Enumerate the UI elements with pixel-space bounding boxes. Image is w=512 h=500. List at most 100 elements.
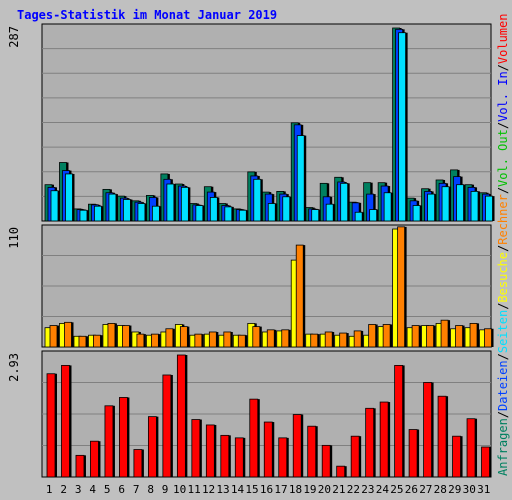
bar-rechner-day-27 [426,325,434,348]
bar-rechner-day-7 [136,333,145,348]
panel-bottom-ymax-label: 2.93 [7,353,21,382]
bar-rechner-day-11 [194,333,203,348]
bar-rechner-day-5 [107,322,116,348]
bar-seiten-day-15 [253,178,262,222]
bar-rechner-day-25 [397,226,406,348]
x-axis-labels: 1 2 3 4 5 6 7 8 9 10 11 12 13 14 15 16 17 18 19 20 21 22 23 24 2… [46,483,490,496]
panel-bottom: 2.93 [7,350,492,478]
bar-seiten-day-4 [94,205,102,222]
right-legend: Anfragen/Dateien/Seiten/Besuche/Rechner/… [496,14,510,476]
bar-rechner-day-23 [368,324,377,348]
bar-volumen-day-15 [249,398,259,478]
bar-seiten-day-31 [485,195,493,222]
bar-volumen-day-27 [423,382,432,478]
bar-rechner-day-15 [252,326,261,348]
bar-volumen-day-24 [379,401,389,478]
x-tick-label-30: 30 [463,483,476,496]
x-tick-label-18: 18 [289,483,302,496]
bar-seiten-day-7 [137,203,146,222]
bar-volumen-day-12 [205,424,215,478]
bar-volumen-day-3 [75,454,85,478]
x-tick-label-1: 1 [46,483,53,496]
bar-volumen-day-14 [234,437,244,478]
bar-seiten-day-16 [267,203,276,222]
legend-text: Anfragen/Dateien/Seiten/Besuche/Rechner/… [496,14,510,476]
panel-top-ymax-label: 287 [7,26,21,48]
bar-rechner-day-6 [122,325,130,348]
legend-item-dateien: Dateien [496,360,510,411]
x-tick-label-14: 14 [231,483,245,496]
bar-rechner-day-18 [295,244,304,348]
x-tick-label-2: 2 [60,483,67,496]
bar-volumen-day-21 [336,465,346,478]
bar-rechner-day-26 [411,325,420,348]
bar-volumen-day-30 [466,418,476,478]
bar-seiten-day-29 [456,184,464,222]
bar-volumen-day-2 [61,365,70,478]
bar-rechner-day-4 [93,334,101,348]
bar-rechner-day-14 [237,334,246,348]
bar-rechner-day-19 [310,333,319,348]
x-tick-label-25: 25 [390,483,403,496]
bar-seiten-day-8 [151,205,160,222]
x-tick-label-6: 6 [118,483,125,496]
bar-rechner-day-17 [281,329,290,348]
bar-rechner-day-3 [78,335,87,348]
bar-rechner-day-30 [469,322,478,348]
x-tick-label-10: 10 [173,483,186,496]
series-rechner [49,226,494,348]
legend-item-separator: / [496,187,510,194]
bar-volumen-day-17 [278,437,288,478]
x-tick-label-5: 5 [104,483,111,496]
bar-seiten-day-12 [209,197,218,222]
bar-rechner-day-31 [484,328,492,348]
bar-rechner-day-22 [353,330,362,348]
bar-volumen-day-11 [191,419,201,478]
x-tick-label-17: 17 [274,483,287,496]
bar-rechner-day-20 [324,331,333,348]
x-tick-label-31: 31 [477,483,490,496]
bar-volumen-day-9 [162,374,172,478]
series-seiten [50,32,495,222]
bar-volumen-day-6 [119,397,128,478]
bar-volumen-day-26 [408,429,418,478]
bar-seiten-day-9 [166,183,175,222]
x-tick-label-29: 29 [448,483,461,496]
legend-item-vol-in: Vol. In [496,71,510,122]
series-volumen [46,354,492,478]
bar-volumen-day-23 [365,407,375,478]
bar-seiten-day-21 [340,182,349,222]
legend-item-anfragen: Anfragen [496,418,510,476]
x-tick-label-13: 13 [216,483,229,496]
bar-seiten-day-28 [441,186,450,222]
bar-seiten-day-6 [123,199,131,222]
x-tick-label-9: 9 [162,483,169,496]
legend-item-separator: / [496,122,510,129]
x-tick-label-3: 3 [75,483,82,496]
bar-rechner-day-21 [339,332,348,348]
legend-item-separator: / [496,245,510,252]
bar-seiten-day-19 [311,209,320,222]
x-tick-label-16: 16 [260,483,273,496]
bar-seiten-day-22 [354,211,363,222]
legend-item-separator: / [496,303,510,310]
bar-volumen-day-1 [46,373,56,478]
bar-volumen-day-29 [452,435,461,478]
bar-rechner-day-1 [49,325,58,348]
bar-seiten-day-25 [398,32,407,222]
bar-volumen-day-10 [176,354,186,478]
bar-rechner-day-16 [266,329,275,348]
panel-top: 287 [7,23,495,222]
bar-seiten-day-14 [238,209,247,222]
bar-seiten-day-27 [427,193,435,222]
bar-seiten-day-3 [79,209,88,222]
x-tick-label-4: 4 [89,483,96,496]
bar-volumen-day-22 [350,435,360,478]
panel-middle: 110 [7,224,494,348]
bar-seiten-day-10 [180,186,189,222]
legend-item-separator: / [496,411,510,418]
bar-seiten-day-26 [412,205,421,222]
x-tick-label-23: 23 [361,483,374,496]
x-tick-label-12: 12 [202,483,215,496]
